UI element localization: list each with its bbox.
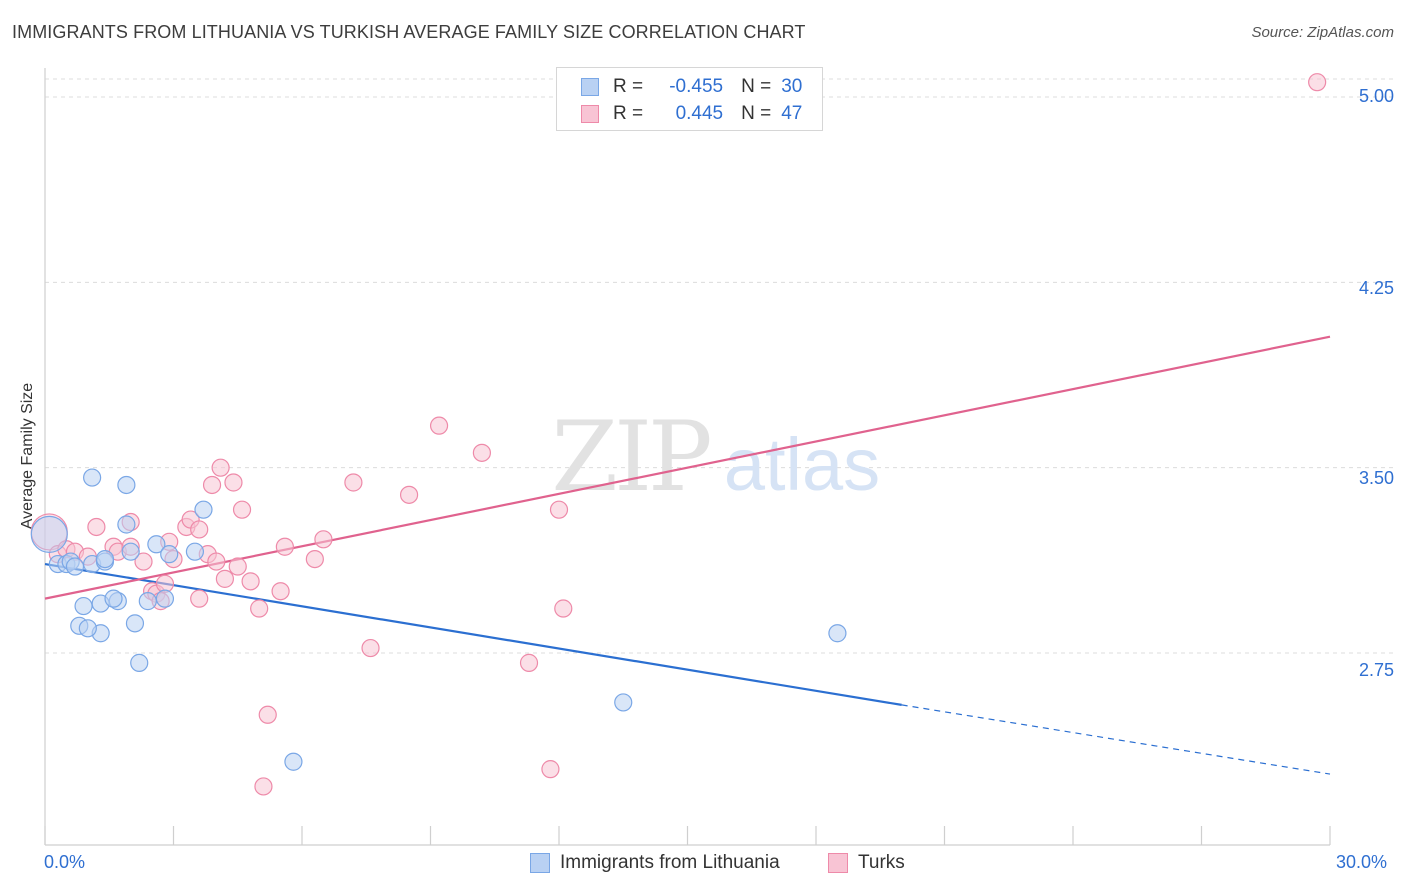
series-swatch-pink	[828, 853, 848, 873]
legend-r-label: R =	[613, 76, 644, 97]
series-legend-turks[interactable]: Turks	[828, 852, 905, 874]
legend-r-label: R =	[613, 103, 644, 124]
turks-point	[344, 473, 363, 492]
x-tick-label-max: 30.0%	[1336, 852, 1388, 872]
turks-point	[190, 589, 209, 608]
trend-line-lithuania-extension	[901, 704, 1331, 775]
lithuania-point	[160, 545, 179, 564]
turks-point	[399, 485, 419, 504]
turks-point	[519, 653, 539, 672]
grid-lines	[45, 78, 1395, 654]
turks-point	[271, 582, 290, 601]
lithuania-point	[125, 614, 145, 633]
turks-point	[361, 638, 380, 658]
lithuania-point	[130, 653, 149, 672]
watermark-atlas: atlas	[724, 423, 880, 506]
lithuania-point	[74, 596, 93, 616]
lithuania-point	[30, 515, 68, 553]
lithuania-point	[284, 752, 303, 771]
legend-swatch-pink	[581, 105, 599, 123]
turks-point	[549, 500, 569, 519]
correlation-legend: R = -0.455 N = 30 R = 0.445 N = 47	[556, 67, 823, 131]
lithuania-point	[155, 589, 175, 608]
turks-point	[541, 760, 560, 779]
turks-point	[232, 500, 252, 519]
y-tick-label: 5.00	[1358, 86, 1394, 106]
series-legend-label: Turks	[858, 852, 905, 873]
legend-n-value: 30	[781, 76, 803, 97]
lithuania-point	[138, 592, 157, 611]
lithuania-point	[83, 468, 102, 487]
legend-r-value: 0.445	[675, 103, 724, 124]
legend-n-label: N =	[741, 103, 772, 124]
legend-row-turks: R = 0.445 N = 47	[581, 101, 802, 127]
turks-point	[275, 537, 294, 556]
lithuania-point	[194, 500, 213, 519]
lithuania-point	[78, 619, 97, 638]
x-tick-label-min: 0.0%	[44, 852, 86, 872]
lithuania-point	[147, 535, 166, 554]
chart-title: IMMIGRANTS FROM LITHUANIA VS TURKISH AVE…	[12, 22, 806, 42]
turks-point	[258, 705, 277, 724]
series-swatch-blue	[530, 853, 550, 873]
turks-point	[314, 530, 333, 549]
legend-swatch-blue	[581, 78, 599, 96]
turks-point	[215, 569, 234, 588]
turks-point	[87, 517, 106, 537]
legend-r-value: -0.455	[669, 76, 724, 97]
lithuania-point	[117, 515, 136, 534]
turks-point	[472, 443, 491, 462]
source-credit: Source: ZipAtlas.com	[1251, 24, 1394, 41]
trend-line-turks	[44, 335, 1331, 600]
lithuania-point	[121, 542, 140, 561]
turks-point	[429, 416, 449, 435]
legend-row-lithuania: R = -0.455 N = 30	[581, 74, 802, 100]
turks-point	[305, 549, 324, 569]
turks-point	[1308, 73, 1327, 92]
watermark: ZIP atlas	[551, 401, 880, 513]
series-legend-lithuania[interactable]: Immigrants from Lithuania	[530, 852, 780, 874]
trend-line-lithuania	[44, 562, 902, 706]
lithuania-point	[95, 549, 115, 569]
turks-point	[241, 572, 260, 591]
data-points	[30, 73, 1327, 796]
turks-point	[134, 552, 153, 571]
y-tick-label: 4.25	[1358, 278, 1394, 298]
lithuania-point	[117, 475, 136, 495]
lithuania-point	[65, 557, 85, 576]
watermark-zip: ZIP	[551, 401, 710, 513]
turks-point	[202, 475, 222, 495]
turks-point	[250, 599, 269, 618]
turks-point	[228, 557, 247, 576]
turks-point	[224, 473, 243, 492]
turks-point	[254, 777, 273, 796]
y-tick-label: 3.50	[1358, 468, 1394, 488]
lithuania-point	[828, 624, 847, 643]
legend-n-value: 47	[781, 103, 803, 124]
legend-n-label: N =	[741, 76, 772, 97]
y-tick-label: 2.75	[1358, 660, 1394, 680]
trend-lines	[44, 335, 1331, 775]
axes	[44, 68, 1331, 846]
turks-point	[190, 520, 209, 539]
turks-point	[554, 599, 573, 618]
lithuania-point	[614, 693, 633, 712]
series-legend: Immigrants from Lithuania Turks	[0, 852, 1406, 878]
lithuania-point	[104, 589, 123, 608]
turks-point	[211, 458, 230, 477]
lithuania-point	[185, 542, 205, 561]
series-legend-label: Immigrants from Lithuania	[560, 852, 780, 873]
turks-point	[207, 552, 226, 571]
